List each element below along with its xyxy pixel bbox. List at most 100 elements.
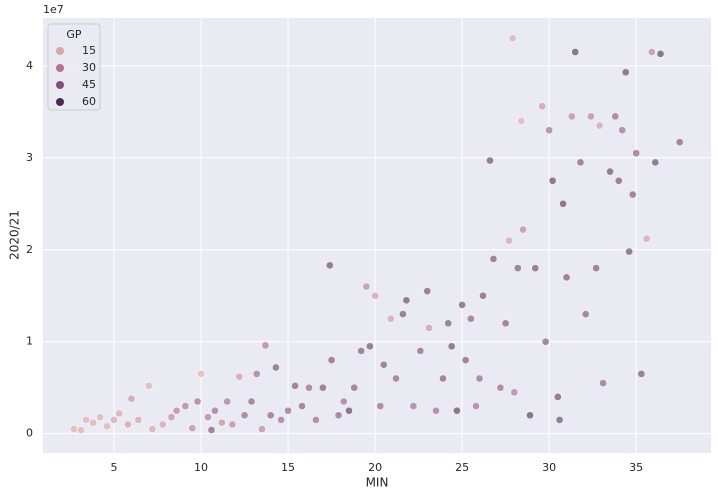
point	[325, 261, 334, 270]
y-offset-text: 1e7	[43, 3, 64, 16]
point	[167, 413, 176, 421]
point	[115, 409, 124, 418]
point	[656, 50, 665, 58]
legend-label: 45	[82, 78, 96, 91]
point	[444, 319, 453, 328]
point	[181, 402, 190, 410]
point	[559, 199, 567, 208]
point	[158, 420, 167, 429]
y-tick-label: 1	[26, 335, 33, 348]
point	[409, 402, 418, 410]
point	[127, 394, 136, 403]
point	[134, 416, 143, 424]
point	[513, 264, 522, 272]
point	[211, 406, 219, 415]
x-tick-label: 15	[281, 461, 295, 474]
point	[508, 34, 517, 43]
point	[312, 416, 320, 424]
point	[647, 48, 656, 56]
point	[402, 296, 411, 305]
point	[334, 411, 343, 420]
point	[489, 255, 498, 263]
point	[362, 282, 371, 291]
point	[148, 425, 157, 433]
point	[218, 418, 226, 427]
legend-marker	[56, 64, 64, 72]
point	[392, 374, 400, 383]
point	[82, 416, 91, 424]
point	[399, 310, 407, 318]
point	[416, 347, 425, 355]
point	[632, 149, 641, 158]
x-tick-label: 20	[368, 461, 382, 474]
point	[458, 301, 466, 309]
point	[531, 264, 540, 272]
point	[89, 418, 97, 427]
plot-area	[43, 18, 711, 453]
point	[423, 287, 432, 295]
point	[599, 379, 607, 387]
point	[637, 370, 646, 378]
legend-label: 60	[82, 95, 96, 108]
point	[486, 156, 494, 165]
point	[621, 68, 630, 77]
point	[526, 411, 534, 420]
point	[110, 416, 118, 424]
point	[223, 397, 231, 406]
point	[376, 402, 385, 410]
point	[447, 342, 456, 351]
point	[386, 314, 395, 323]
point	[261, 341, 270, 350]
point	[319, 383, 327, 392]
x-tick-label: 30	[542, 461, 556, 474]
point	[266, 411, 275, 420]
point	[501, 319, 510, 328]
point	[466, 314, 475, 323]
point	[350, 383, 359, 392]
point	[675, 138, 684, 147]
point	[505, 236, 513, 245]
point	[642, 234, 651, 243]
point	[545, 126, 553, 135]
point	[277, 416, 285, 424]
point	[207, 426, 216, 434]
point	[247, 397, 256, 406]
point	[188, 424, 197, 433]
point	[366, 342, 374, 351]
point	[611, 112, 620, 121]
x-tick-label: 5	[111, 461, 118, 474]
point	[479, 291, 487, 300]
legend-label: 15	[82, 44, 96, 57]
point	[240, 411, 249, 420]
point	[70, 425, 78, 433]
point	[77, 426, 85, 434]
point	[252, 370, 261, 378]
point	[144, 382, 153, 390]
point	[96, 413, 104, 421]
point	[567, 112, 576, 121]
point	[587, 112, 595, 121]
point	[555, 416, 564, 424]
y-axis-label: 2020/21	[8, 210, 22, 260]
point	[571, 48, 580, 56]
y-tick-label: 4	[26, 59, 33, 72]
legend-label: 30	[82, 61, 96, 74]
point	[548, 176, 557, 185]
point	[519, 225, 527, 234]
point	[197, 370, 205, 378]
point	[193, 397, 202, 406]
x-tick-label: 25	[455, 461, 469, 474]
point	[298, 402, 306, 410]
point	[291, 382, 299, 390]
point	[371, 291, 379, 300]
point	[228, 420, 237, 429]
point	[204, 413, 212, 421]
y-tick-label: 0	[26, 427, 33, 440]
point	[553, 393, 562, 401]
point	[432, 406, 440, 415]
legend-marker	[56, 81, 64, 89]
point	[461, 356, 470, 364]
point	[345, 406, 353, 415]
point	[439, 374, 447, 383]
